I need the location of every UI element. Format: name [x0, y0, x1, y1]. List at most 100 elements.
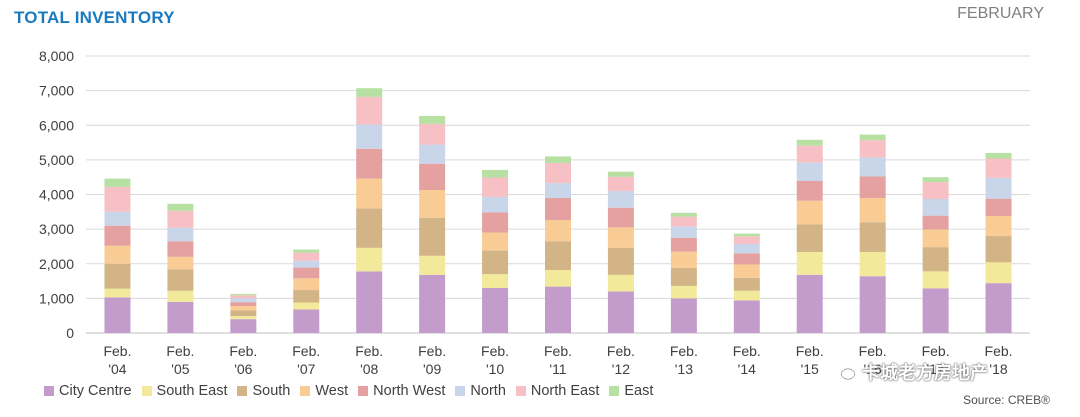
x-tick-label: Feb.	[481, 343, 509, 359]
y-tick-label: 2,000	[39, 256, 74, 272]
bar-segment-south-east	[859, 251, 886, 277]
bar-stack	[104, 178, 131, 333]
legend-swatch	[358, 386, 369, 396]
bar-segment-north-east	[985, 158, 1012, 178]
bar-segment-city-centre	[859, 276, 886, 333]
bar-segment-north-east	[104, 186, 131, 212]
x-tick-label: '07	[297, 361, 315, 377]
bar-segment-north	[293, 260, 320, 268]
bar-stack	[922, 177, 949, 333]
bar-segment-city-centre	[293, 309, 320, 333]
bar-segment-city-centre	[104, 297, 131, 333]
bar-segment-north-west	[545, 197, 571, 221]
x-tick-label: '08	[360, 361, 378, 377]
legend-swatch	[609, 386, 620, 396]
bar-segment-north-west	[104, 225, 131, 246]
bar-segment-north-east	[482, 177, 509, 197]
bar-segment-north-west	[985, 198, 1012, 216]
bar-segment-south	[859, 222, 886, 252]
bar-segment-city-centre	[796, 274, 823, 333]
bar-segment-north-east	[230, 295, 257, 299]
bar-segment-south	[104, 263, 131, 289]
bar-segment-north-west	[796, 180, 823, 201]
bar-segment-north-east	[733, 236, 760, 245]
watermark: 卡城老方房地产	[832, 358, 988, 386]
bar-segment-west	[733, 264, 760, 278]
legend-item: City Centre	[44, 383, 132, 399]
x-tick-label: Feb.	[103, 343, 131, 359]
bar-segment-south	[922, 247, 949, 272]
bar-segment-west	[545, 220, 571, 242]
x-tick-label: '05	[171, 361, 189, 377]
x-tick-label: Feb.	[292, 343, 320, 359]
legend-label: West	[315, 383, 349, 399]
bar-segment-south	[985, 236, 1012, 263]
bar-segment-north	[545, 183, 571, 198]
bar-segment-north-east	[922, 182, 949, 200]
bar-stack	[167, 203, 194, 333]
bar-segment-north	[356, 124, 383, 149]
bar-stack	[859, 134, 886, 333]
bar-segment-north-east	[670, 216, 697, 227]
bar-segment-south-east	[167, 290, 194, 302]
bar-stack	[293, 249, 320, 333]
x-tick-label: '09	[423, 361, 441, 377]
bar-segment-east	[293, 249, 320, 253]
bar-segment-west	[607, 227, 634, 248]
bar-segment-north-west	[230, 302, 257, 306]
legend-swatch	[44, 386, 54, 396]
bars	[104, 88, 1012, 333]
bar-segment-south-east	[922, 271, 949, 289]
bar-segment-city-centre	[733, 300, 760, 333]
bar-segment-west	[985, 215, 1012, 237]
bar-segment-north	[104, 211, 131, 226]
bar-stack	[419, 115, 446, 333]
bar-stack	[670, 212, 697, 333]
x-tick-label: Feb.	[229, 343, 257, 359]
bar-segment-city-centre	[670, 298, 697, 333]
bar-segment-west	[482, 232, 509, 251]
bar-segment-city-centre	[545, 286, 571, 333]
legend-label: City Centre	[59, 383, 132, 399]
legend-label: South East	[156, 383, 228, 399]
legend-swatch	[515, 386, 526, 396]
bar-segment-north-west	[167, 241, 194, 257]
bar-segment-north	[419, 144, 446, 164]
chart-legend: City Centre South East South West North West…	[44, 383, 663, 399]
x-tick-label: '16	[864, 361, 882, 377]
bar-segment-south-east	[230, 316, 257, 320]
x-tick-label: '11	[549, 361, 566, 377]
bar-segment-north-east	[167, 210, 194, 228]
x-tick-label: Feb.	[166, 343, 194, 359]
x-tick-label: '10	[486, 361, 504, 377]
bar-segment-south-east	[733, 290, 760, 301]
bar-segment-south	[356, 208, 383, 248]
bar-segment-south-east	[356, 247, 383, 272]
bar-segment-north	[670, 226, 697, 238]
bar-segment-north-east	[419, 123, 446, 145]
bar-segment-south	[230, 310, 257, 317]
bar-segment-south-east	[796, 251, 823, 275]
y-tick-label: 3,000	[39, 221, 74, 237]
bar-segment-south	[796, 224, 823, 252]
bar-segment-south	[482, 250, 509, 275]
bar-segment-east	[670, 212, 697, 217]
legend-label: North East	[530, 383, 600, 399]
bar-segment-east	[796, 139, 823, 146]
bar-segment-north	[607, 191, 634, 208]
x-tick-label: '12	[612, 361, 630, 377]
bar-segment-north	[733, 244, 760, 254]
bar-segment-north-west	[922, 215, 949, 230]
x-tick-label: Feb.	[796, 343, 824, 359]
x-tick-label: '14	[738, 361, 756, 377]
legend-item: South East	[141, 383, 228, 399]
bar-segment-south-east	[985, 262, 1012, 284]
legend-label: East	[624, 383, 654, 399]
bar-segment-west	[419, 189, 446, 218]
bar-stack	[230, 293, 257, 333]
legend-item: West	[300, 383, 348, 399]
bar-segment-city-centre	[356, 271, 383, 333]
bar-segment-north	[859, 157, 886, 177]
bar-segment-north-east	[356, 96, 383, 125]
bar-segment-west	[293, 278, 320, 291]
